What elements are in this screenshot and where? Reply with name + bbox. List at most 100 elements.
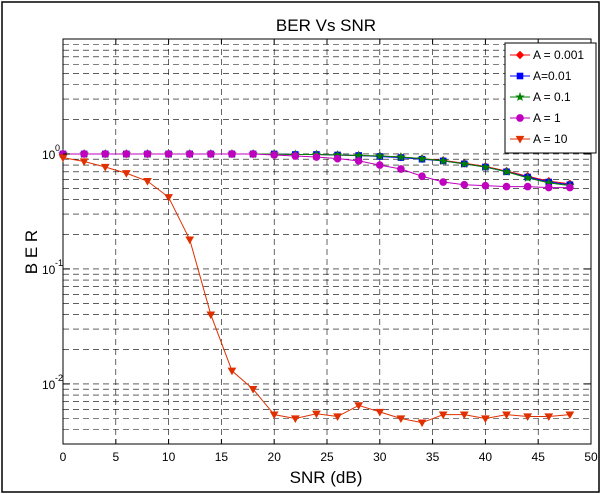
legend-label: A = 0.1 (533, 90, 571, 104)
data-point (502, 411, 511, 420)
data-point (143, 150, 152, 158)
legend-entry: A=0.01 (510, 69, 572, 83)
legend-entry: A = 0.1 (510, 90, 571, 104)
data-point (544, 413, 554, 422)
data-point (227, 367, 237, 376)
grid (63, 39, 591, 444)
y-tick-exponent: 0 (55, 143, 60, 153)
x-axis-label: SNR (dB) (290, 468, 363, 487)
y-tick-label: 10 0 (42, 143, 60, 162)
x-tick-label: 25 (320, 450, 334, 464)
y-tick-exponent: -1 (55, 258, 63, 268)
data-point (249, 150, 257, 158)
data-point (480, 161, 491, 172)
data-point (80, 150, 88, 158)
chart-title: BER Vs SNR (276, 16, 376, 35)
data-point (460, 180, 469, 189)
data-point (417, 419, 427, 428)
data-point (353, 150, 364, 160)
data-point (417, 153, 427, 163)
legend-label: A=0.01 (533, 69, 572, 83)
data-point (522, 172, 533, 182)
y-tick-exponent: -2 (55, 373, 63, 383)
legend-entry: A = 0.001 (510, 48, 584, 62)
y-tick-label: 10 -2 (42, 373, 63, 392)
data-point (269, 411, 279, 420)
x-tick-label: 50 (584, 450, 598, 464)
data-point (100, 163, 110, 172)
data-point (185, 236, 195, 245)
x-ticks: 0 5 10 15 20 25 30 35 40 45 50 (60, 39, 598, 464)
data-point (396, 152, 406, 162)
legend: A = 0.001 A=0.01 A = 0.1 A = 1 A = 10 (504, 42, 597, 154)
data-point (270, 151, 279, 159)
data-point (523, 182, 532, 191)
y-tick-base: 10 (42, 263, 56, 277)
legend-label: A = 0.001 (533, 48, 584, 62)
legend-marker (515, 135, 525, 144)
legend-marker (515, 91, 525, 102)
data-point (206, 311, 216, 320)
y-axis-label: B E R (22, 230, 41, 274)
data-point (79, 158, 89, 167)
x-tick-label: 20 (268, 450, 282, 464)
data-point (502, 182, 511, 191)
data-point (501, 166, 512, 176)
x-tick-label: 40 (479, 450, 493, 464)
data-point (438, 411, 448, 420)
data-point (185, 150, 194, 158)
data-point (101, 150, 110, 158)
data-point (439, 178, 447, 186)
x-tick-label: 30 (373, 450, 387, 464)
data-point (565, 411, 575, 420)
data-point (122, 150, 131, 158)
data-point (481, 181, 490, 190)
series-layer (58, 148, 575, 428)
legend-label: A = 1 (533, 111, 561, 125)
data-point (375, 150, 385, 161)
x-tick-label: 5 (112, 450, 119, 464)
y-tick-base: 10 (42, 378, 56, 392)
data-point (438, 155, 448, 165)
legend-entry: A = 10 (510, 132, 568, 146)
data-point (354, 402, 364, 410)
y-tick-label: 10 -1 (42, 258, 63, 277)
data-point (481, 415, 490, 424)
data-point (248, 386, 258, 394)
data-point (397, 165, 405, 173)
legend-marker (515, 50, 525, 60)
x-tick-label: 45 (532, 450, 546, 464)
data-point (354, 157, 363, 165)
legend-entry: A = 1 (510, 111, 561, 125)
legend-marker (516, 72, 524, 80)
legend-marker (516, 114, 524, 122)
data-point (418, 172, 426, 181)
data-point (566, 183, 574, 192)
data-point (164, 150, 173, 158)
data-point (459, 411, 469, 420)
data-point (290, 415, 300, 424)
data-point (312, 153, 321, 161)
x-tick-label: 0 (60, 450, 67, 464)
x-tick-label: 15 (215, 450, 229, 464)
data-point (143, 178, 152, 186)
data-point (375, 408, 385, 417)
data-point (228, 150, 236, 158)
data-point (333, 154, 342, 163)
x-tick-label: 10 (162, 450, 176, 464)
data-point (333, 413, 342, 422)
data-point (544, 183, 553, 192)
data-point (523, 413, 533, 422)
legend-label: A = 10 (533, 132, 568, 146)
data-point (291, 152, 300, 160)
data-point (207, 150, 215, 158)
series-4 (58, 154, 575, 428)
data-point (164, 194, 173, 202)
x-tick-label: 35 (426, 450, 440, 464)
data-point (396, 415, 406, 424)
data-point (375, 161, 384, 169)
data-point (459, 158, 470, 168)
